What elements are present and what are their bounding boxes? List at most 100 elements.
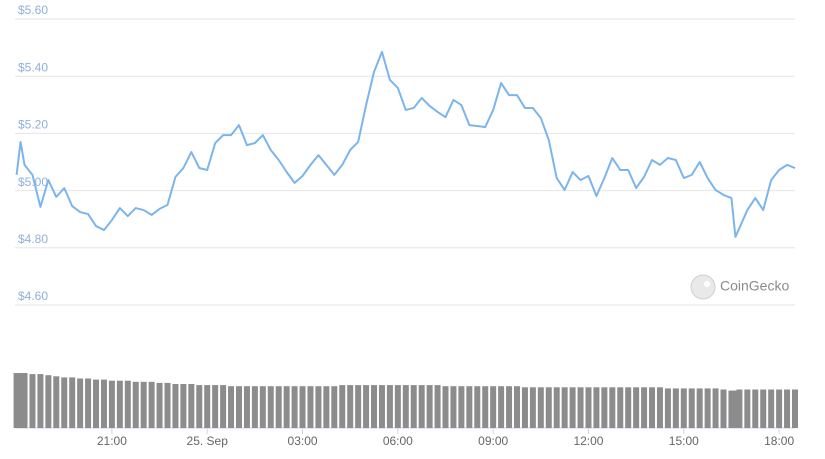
volume-bar <box>93 379 100 428</box>
volume-bar <box>633 387 640 428</box>
volume-bar <box>307 386 314 428</box>
volume-bar <box>545 387 552 428</box>
volume-bar <box>243 386 250 428</box>
volume-bar <box>29 374 36 428</box>
volume-bar <box>593 387 600 428</box>
volume-bar <box>172 384 179 428</box>
y-tick-label: $5.60 <box>18 3 48 17</box>
volume-bar <box>474 386 481 428</box>
volume-bar <box>339 385 346 428</box>
watermark-logo <box>690 274 716 300</box>
volume-bar <box>696 388 703 428</box>
volume-bar <box>394 385 401 428</box>
volume-bar <box>784 389 791 428</box>
volume-bar <box>649 387 656 428</box>
volume-bar <box>506 386 513 428</box>
volume-bar <box>228 386 235 428</box>
volume-bar <box>124 380 131 428</box>
volume-bar <box>116 380 123 428</box>
volume-bar <box>291 386 298 428</box>
volume-bar <box>617 387 624 428</box>
watermark: CoinGecko <box>690 274 789 300</box>
volume-bar <box>259 386 266 428</box>
volume-bar <box>188 384 195 428</box>
y-tick-label: $4.60 <box>18 289 48 303</box>
volume-bar <box>553 387 560 428</box>
volume-bar <box>736 389 743 428</box>
y-tick-label: $4.80 <box>18 232 48 246</box>
volume-bar <box>720 389 727 428</box>
x-tick-label: 15:00 <box>669 434 699 448</box>
volume-bar <box>69 377 76 428</box>
volume-bar <box>529 387 536 428</box>
volume-bar <box>283 386 290 428</box>
x-tick-label: 09:00 <box>478 434 508 448</box>
volume-bar <box>21 373 28 428</box>
volume-bar <box>513 386 520 428</box>
volume-bar <box>108 380 115 428</box>
volume-bar <box>768 389 775 428</box>
watermark-logo-eye <box>704 281 710 287</box>
y-tick-label: $5.40 <box>18 60 48 74</box>
volume-bar <box>450 386 457 428</box>
x-tick-label: 03:00 <box>288 434 318 448</box>
volume-bar <box>442 386 449 428</box>
volume-bar <box>267 386 274 428</box>
volume-bar <box>100 379 107 428</box>
watermark-text: CoinGecko <box>720 278 789 294</box>
volume-bar <box>728 390 735 428</box>
volume-bar <box>704 388 711 428</box>
volume-bar <box>204 385 211 428</box>
volume-bar <box>402 385 409 428</box>
x-tick-label: 06:00 <box>383 434 413 448</box>
volume-bar <box>577 387 584 428</box>
volume-bar <box>85 378 92 428</box>
x-tick-label: 12:00 <box>573 434 603 448</box>
volume-bar <box>355 385 362 428</box>
volume-bar <box>45 375 52 428</box>
volume-bar <box>482 386 489 428</box>
volume-bar <box>490 386 497 428</box>
volume-bar <box>569 387 576 428</box>
volume-bar <box>299 386 306 428</box>
volume-bar <box>792 389 798 428</box>
y-tick-label: $5.20 <box>18 118 48 132</box>
volume-bar <box>363 385 370 428</box>
volume-bar <box>212 385 219 428</box>
volume-bar <box>347 385 354 428</box>
volume-bar <box>315 386 322 428</box>
volume-bar <box>664 388 671 428</box>
volume-bar <box>688 388 695 428</box>
volume-bar <box>537 387 544 428</box>
volume-bar <box>148 381 155 428</box>
volume-bar <box>180 384 187 428</box>
price-line <box>15 50 796 238</box>
volume-bar <box>426 385 433 428</box>
volume-bar <box>680 388 687 428</box>
volume-bar <box>37 374 44 428</box>
volume-bar <box>53 376 60 428</box>
volume-bar <box>132 381 139 428</box>
x-tick-label: 21:00 <box>97 434 127 448</box>
volume-bar <box>140 381 147 428</box>
volume-bar <box>561 387 568 428</box>
volume-bar <box>466 386 473 428</box>
volume-bar <box>410 385 417 428</box>
x-tick-label: 18:00 <box>764 434 794 448</box>
volume-bar <box>521 387 528 428</box>
volume-bar <box>656 387 663 428</box>
volume-bar <box>235 386 242 428</box>
volume-bar <box>386 385 393 428</box>
volume-bar <box>744 389 751 428</box>
volume-bar <box>371 385 378 428</box>
volume-bar <box>17 373 24 428</box>
volume-bar <box>77 378 84 428</box>
volume-bar <box>776 389 783 428</box>
x-tick-label: 25. Sep <box>187 434 229 448</box>
volume-bar <box>601 387 608 428</box>
volume-bar <box>331 386 338 428</box>
volume-bar <box>220 385 227 428</box>
volume-bar <box>13 373 20 428</box>
volume-bar <box>275 386 282 428</box>
